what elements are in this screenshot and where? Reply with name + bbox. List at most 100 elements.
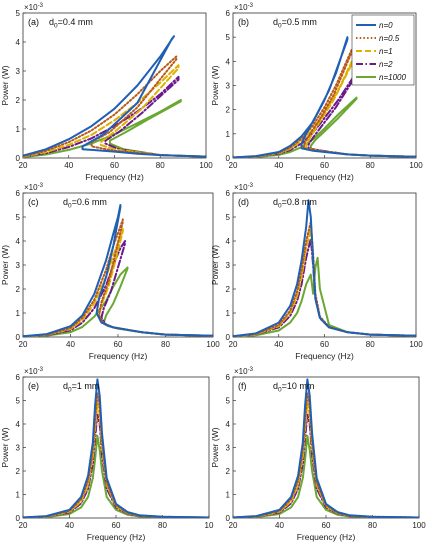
panel-b: 20 40 60 80 100 0 1 2 3 4 5 6×10-3 Frequency (Hz) Pow…: [210, 3, 423, 182]
panel-a: 20 40 60 80 100 0 1 2 3 4 5×10-3 Frequency (Hz) Powe…: [0, 3, 213, 182]
x-axis-label: Frequency (Hz): [297, 532, 356, 542]
y-tick-label: 1: [16, 491, 21, 500]
legend-entry-label: n=1000: [379, 73, 406, 82]
y-tick-label: 4: [226, 57, 231, 66]
y-exponent-label: ×10-3: [24, 183, 44, 192]
y-axis-label: Power (W): [210, 245, 220, 285]
series-line-n0: [23, 204, 213, 337]
series-line-n0: [233, 378, 419, 518]
series-group: [233, 378, 419, 518]
x-axis-label: Frequency (Hz): [295, 172, 354, 182]
x-tick-label: 40: [274, 340, 283, 349]
series-group: [233, 199, 416, 337]
y-axis-label: Power (W): [210, 427, 220, 467]
y-tick-label: 5: [16, 9, 21, 18]
y-axis-label: Power (W): [210, 65, 220, 105]
y-tick-label: 1: [16, 125, 21, 134]
series-line-n1: [23, 64, 206, 158]
x-tick-label: 60: [322, 521, 331, 530]
y-tick-label: 0: [16, 333, 21, 342]
series-line-n1000: [233, 256, 416, 337]
y-tick-label: 5: [226, 213, 231, 222]
x-tick-label: 20: [229, 161, 238, 170]
panel-annotation: d0=0.6 mm: [63, 197, 107, 210]
panel-annotation: d0=0.4 mm: [49, 17, 93, 30]
x-tick-label: 40: [274, 161, 283, 170]
x-tick-label: 40: [64, 161, 73, 170]
y-tick-label: 2: [226, 467, 231, 476]
y-axis-label: Power (W): [0, 427, 10, 467]
panel-f: 20 40 60 80 100 0 1 2 3 4 5 6×10-3 Frequency (Hz) Pow…: [210, 367, 426, 542]
y-tick-label: 0: [226, 333, 231, 342]
x-tick-label: 80: [366, 340, 375, 349]
y-exponent-label: ×10-3: [24, 367, 44, 376]
y-tick-label: 3: [16, 444, 21, 453]
x-tick-label: 20: [229, 340, 238, 349]
y-tick-label: 4: [226, 420, 231, 429]
plot-area: [232, 376, 420, 519]
panel-annotation: d0=0.8 mm: [273, 197, 317, 210]
x-tick-label: 20: [19, 521, 28, 530]
x-tick-label: 100: [409, 340, 423, 349]
x-tick-label: 60: [320, 340, 329, 349]
y-tick-label: 4: [226, 237, 231, 246]
y-tick-label: 6: [226, 9, 231, 18]
y-tick-label: 1: [16, 309, 21, 318]
panel-label: (f): [238, 381, 247, 391]
x-tick-label: 20: [19, 340, 28, 349]
series-line-n1000: [23, 99, 206, 158]
x-tick-label: 60: [114, 340, 123, 349]
x-tick-label: 60: [112, 521, 121, 530]
x-tick-label: 80: [161, 340, 170, 349]
panel-annotation: d0=10 mm: [273, 381, 314, 394]
legend-entry-label: n=0: [379, 21, 393, 30]
x-tick-label: 40: [275, 521, 284, 530]
x-tick-label: 80: [156, 161, 165, 170]
legend-box: [351, 14, 415, 86]
y-tick-label: 3: [16, 261, 21, 270]
x-axis-label: Frequency (Hz): [295, 351, 354, 361]
y-tick-label: 6: [226, 189, 231, 198]
x-axis-label: Frequency (Hz): [85, 172, 144, 182]
series-line-n0: [233, 36, 416, 158]
y-tick-label: 2: [226, 285, 231, 294]
y-tick-label: 4: [16, 38, 21, 47]
x-tick-label: 10: [205, 521, 214, 530]
panel-d: 20 40 60 80 100 0 1 2 3 4 5 6×10-3 Frequency (Hz) Pow…: [210, 183, 423, 361]
x-tick-label: 40: [66, 340, 75, 349]
y-tick-label: 4: [16, 420, 21, 429]
panel-label: (a): [28, 17, 39, 27]
plot-area: [22, 12, 207, 159]
y-exponent-label: ×10-3: [234, 367, 254, 376]
y-tick-label: 5: [226, 397, 231, 406]
legend-entry-label: n=0.5: [379, 34, 400, 43]
y-exponent-label: ×10-3: [24, 3, 44, 12]
x-tick-label: 100: [409, 161, 423, 170]
series-group: [23, 204, 213, 337]
series-line-n0: [233, 199, 416, 337]
x-axis-label: Frequency (Hz): [89, 351, 148, 361]
y-exponent-label: ×10-3: [234, 183, 254, 192]
y-tick-label: 3: [226, 82, 231, 91]
y-tick-label: 3: [16, 67, 21, 76]
y-tick-label: 0: [226, 154, 231, 163]
y-tick-label: 0: [16, 154, 21, 163]
x-tick-label: 20: [19, 161, 28, 170]
y-tick-label: 5: [16, 397, 21, 406]
x-tick-label: 40: [65, 521, 74, 530]
y-exponent-label: ×10-3: [234, 3, 254, 12]
y-tick-label: 2: [16, 285, 21, 294]
y-tick-label: 3: [226, 444, 231, 453]
x-tick-label: 20: [229, 521, 238, 530]
x-tick-label: 60: [110, 161, 119, 170]
y-tick-label: 2: [16, 96, 21, 105]
legend-entry-label: n=2: [379, 60, 393, 69]
y-tick-label: 6: [16, 373, 21, 382]
x-tick-label: 100: [412, 521, 426, 530]
y-tick-label: 2: [16, 467, 21, 476]
y-tick-label: 5: [16, 213, 21, 222]
y-tick-label: 6: [16, 189, 21, 198]
panel-label: (e): [28, 381, 39, 391]
